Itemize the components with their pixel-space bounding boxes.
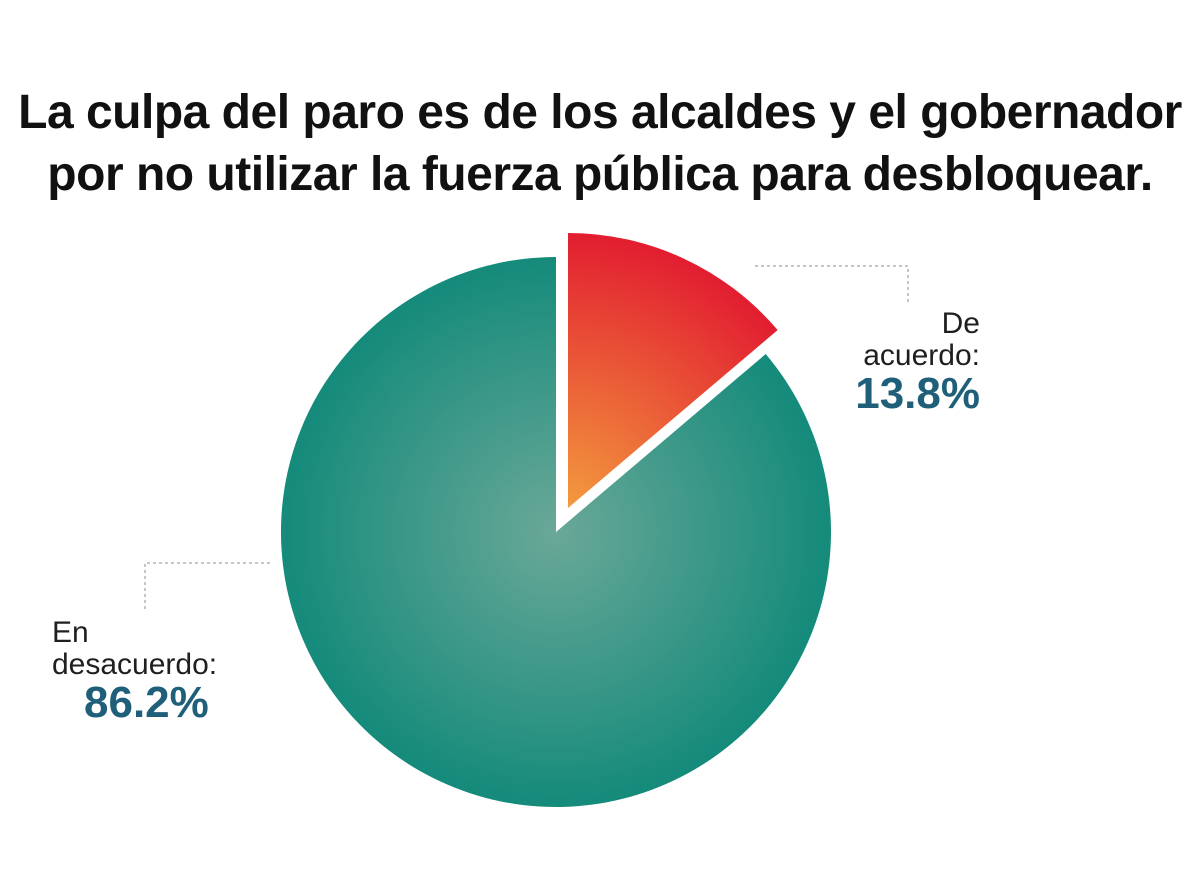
chart-title: La culpa del paro es de los alcaldes y e… (0, 82, 1200, 206)
slice-label-en-desacuerdo: En desacuerdo: (52, 616, 218, 681)
slice-label-de-acuerdo: De acuerdo: (863, 307, 980, 372)
leader-line-en-desacuerdo (144, 562, 270, 612)
pie-slice-en-desacuerdo (280, 256, 831, 807)
legend-de-acuerdo: De acuerdo: 13.8% (820, 308, 980, 417)
leader-line-de-acuerdo (755, 265, 909, 304)
slice-value-en-desacuerdo: 86.2% (84, 678, 209, 727)
legend-en-desacuerdo: En desacuerdo: 86.2% (52, 617, 252, 726)
pie-slice-de-acuerdo (568, 233, 778, 508)
chart-title-line-1: La culpa del paro es de los alcaldes y e… (18, 86, 1182, 139)
chart-title-line-2: por no utilizar la fuerza pública para d… (47, 148, 1153, 201)
slice-value-de-acuerdo: 13.8% (855, 369, 980, 418)
